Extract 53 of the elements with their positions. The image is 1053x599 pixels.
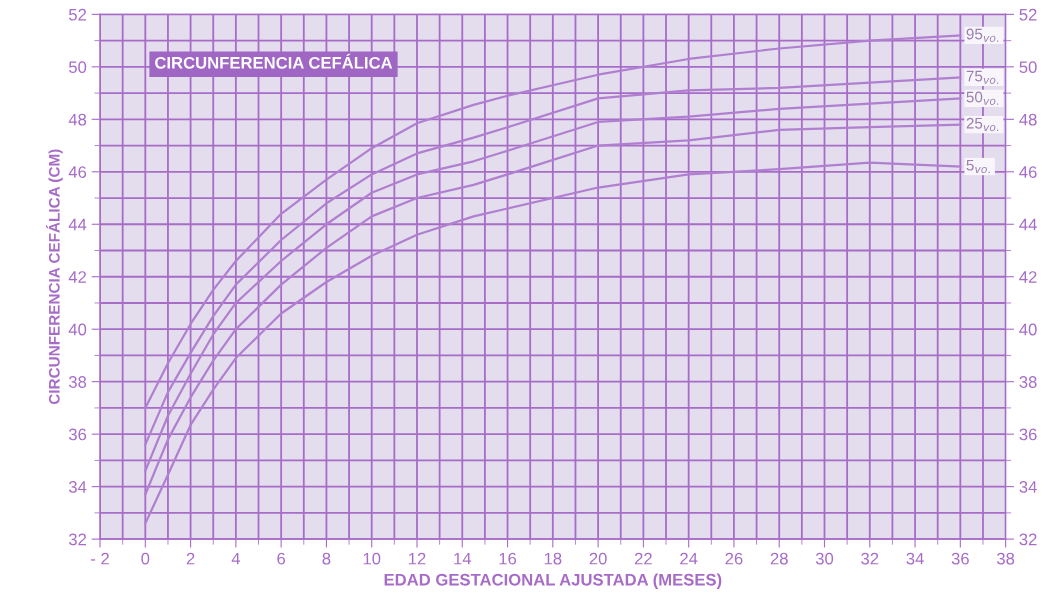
y2-tick-label: 50 bbox=[1019, 61, 1037, 74]
y-tick-label: 44 bbox=[68, 218, 87, 231]
y-tick-label: 50 bbox=[68, 61, 87, 74]
y-tick-label: 42 bbox=[68, 271, 87, 283]
y2-tick-label: 42 bbox=[1019, 271, 1037, 283]
y-tick-label: 38 bbox=[68, 376, 87, 388]
series-label: 25$_{vo.}$ bbox=[966, 117, 999, 132]
x-tick-label: 30 bbox=[815, 552, 834, 565]
y-axis-title: CIRCUNFERENCIA CEFÁLICA (CM) bbox=[46, 149, 63, 405]
x-tick-label: 8 bbox=[322, 552, 331, 565]
y-tick-label: 32 bbox=[68, 533, 87, 546]
line-series bbox=[144, 161, 962, 525]
y-tick-label: 40 bbox=[68, 323, 87, 336]
x-tick-label: 12 bbox=[408, 552, 426, 565]
y2-tick-label: 36 bbox=[1019, 428, 1037, 441]
x-tick-label: 32 bbox=[861, 552, 879, 565]
series-label: 50$_{vo.}$ bbox=[966, 91, 999, 105]
line-series bbox=[144, 34, 962, 410]
y-tick-label: 48 bbox=[68, 113, 87, 126]
x-tick-label: 4 bbox=[231, 552, 241, 565]
y-tick-label: 34 bbox=[68, 481, 87, 493]
x-tick-label: 38 bbox=[996, 552, 1015, 565]
x-tick-label: 24 bbox=[680, 552, 698, 565]
y2-tick-label: 44 bbox=[1019, 218, 1037, 231]
x-tick-label: 6 bbox=[277, 552, 286, 565]
x-tick-label: 0 bbox=[141, 552, 150, 565]
y-tick-label: 36 bbox=[68, 428, 87, 441]
x-axis-title: EDAD GESTACIONAL AJUSTADA (MESES) bbox=[384, 573, 722, 589]
x-tick-label: 34 bbox=[906, 552, 924, 565]
y2-tick-label: 48 bbox=[1019, 113, 1037, 126]
x-tick-label: 20 bbox=[589, 552, 607, 565]
text: CIRCUNFERENCIA CEFÁLICA bbox=[155, 53, 393, 69]
y-tick-label: 46 bbox=[68, 166, 87, 178]
y2-tick-label: 34 bbox=[1019, 481, 1037, 493]
series-label: 5$_{vo.}$ bbox=[966, 159, 990, 174]
x-tick-label: 28 bbox=[770, 552, 788, 565]
x-tick-label: 10 bbox=[363, 552, 381, 565]
series-label: 95$_{vo.}$ bbox=[966, 28, 999, 42]
y2-tick-label: 38 bbox=[1019, 376, 1037, 388]
x-tick-label: 14 bbox=[454, 552, 472, 565]
x-tick-label: - 2 bbox=[91, 552, 109, 565]
y2-tick-label: 32 bbox=[1019, 533, 1037, 546]
y-tick-label: 52 bbox=[68, 8, 87, 21]
x-tick-label: 22 bbox=[634, 552, 652, 565]
y2-tick-label: 52 bbox=[1019, 8, 1037, 21]
x-tick-label: 26 bbox=[725, 552, 743, 565]
x-tick-label: 2 bbox=[186, 552, 195, 565]
y2-tick-label: 40 bbox=[1019, 323, 1037, 336]
x-tick-label: 36 bbox=[951, 552, 969, 565]
x-tick-label: 18 bbox=[544, 552, 562, 565]
x-tick-label: 16 bbox=[499, 552, 517, 565]
y2-tick-label: 46 bbox=[1019, 166, 1037, 178]
series-label: 75$_{vo.}$ bbox=[966, 70, 999, 84]
